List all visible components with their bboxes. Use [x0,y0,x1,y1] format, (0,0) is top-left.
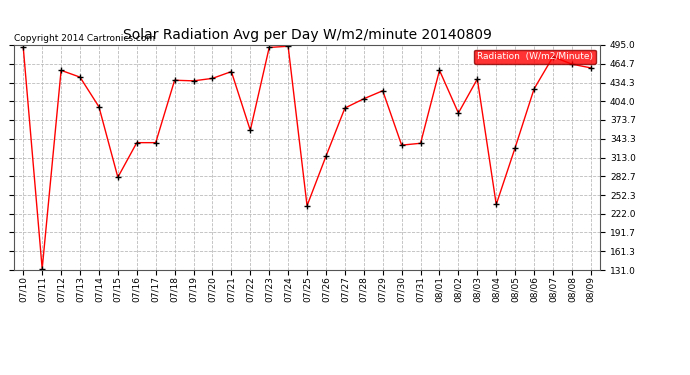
Text: Copyright 2014 Cartronics.com: Copyright 2014 Cartronics.com [14,34,155,43]
Title: Solar Radiation Avg per Day W/m2/minute 20140809: Solar Radiation Avg per Day W/m2/minute … [123,28,491,42]
Legend: Radiation  (W/m2/Minute): Radiation (W/m2/Minute) [474,50,595,64]
